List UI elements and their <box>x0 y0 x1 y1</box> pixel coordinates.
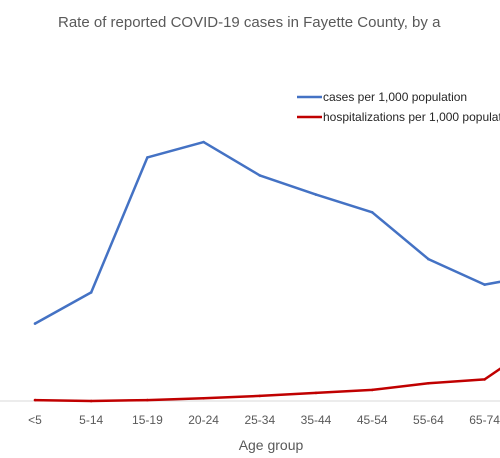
data-point-s0-6 <box>370 211 374 214</box>
data-point-s1-7 <box>427 382 430 385</box>
data-point-s1-3 <box>202 397 205 400</box>
x-tick-label: 15-19 <box>132 413 163 427</box>
x-tick-label: 20-24 <box>188 413 219 427</box>
data-point-s0-3 <box>202 140 205 144</box>
data-point-s1-0 <box>33 398 37 402</box>
data-point-s0-7 <box>427 257 430 261</box>
data-point-s0-1 <box>89 291 93 294</box>
x-tick-label: 25-34 <box>244 413 275 427</box>
legend-label-hospitalizations: hospitalizations per 1,000 population <box>323 110 500 124</box>
data-point-s1-8 <box>483 378 486 381</box>
legend-label-cases: cases per 1,000 population <box>323 90 467 104</box>
chart-title: Rate of reported COVID-19 cases in Fayet… <box>58 14 441 31</box>
legend: cases per 1,000 population hospitalizati… <box>297 90 500 124</box>
x-tick-label: 65-74 <box>469 413 500 427</box>
data-point-s0-8 <box>483 283 486 286</box>
data-point-s0-4 <box>258 174 262 177</box>
data-point-s0-0 <box>33 322 37 325</box>
data-point-s1-4 <box>258 394 262 398</box>
x-tick-labels: <5 5-14 15-19 20-24 25-34 35-44 45-54 55-64 65-7… <box>28 413 500 427</box>
data-point-s1-1 <box>89 399 93 403</box>
series-line-1 <box>34 367 500 403</box>
x-tick-label: 35-44 <box>301 413 332 427</box>
x-tick-label: <5 <box>28 413 42 427</box>
series-line-0 <box>34 140 500 325</box>
data-point-s1-5 <box>314 391 318 395</box>
data-point-s0-5 <box>314 193 318 196</box>
series-layer <box>33 140 500 403</box>
data-point-s1-2 <box>146 398 149 402</box>
x-axis-title: Age group <box>239 437 304 453</box>
x-tick-label: 45-54 <box>357 413 388 427</box>
x-tick-label: 55-64 <box>413 413 444 427</box>
data-point-s1-6 <box>370 388 374 392</box>
data-point-s0-2 <box>146 156 149 159</box>
x-tick-label: 5-14 <box>79 413 103 427</box>
